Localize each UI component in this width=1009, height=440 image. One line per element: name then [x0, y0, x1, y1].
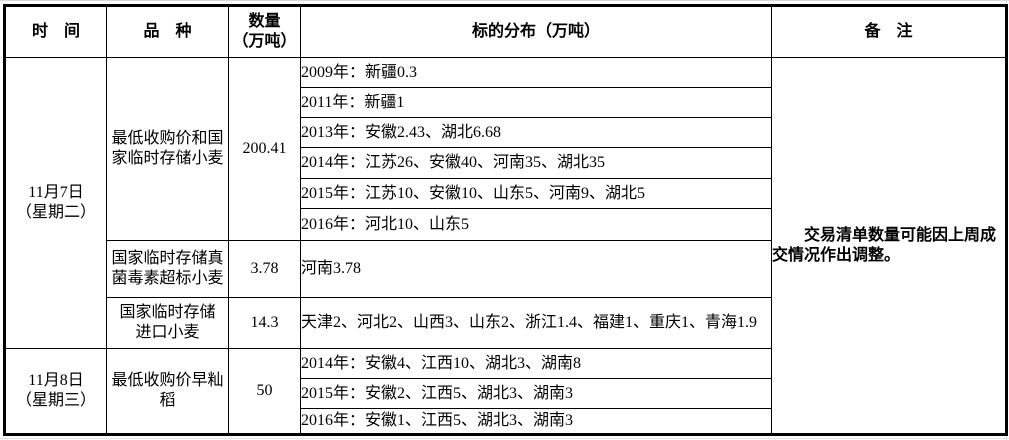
cell-distribution-imported-wheat: 天津2、河北2、山西3、山东2、浙江1.4、福建1、重庆1、青海1.9: [300, 297, 772, 349]
header-remark: 备 注: [771, 5, 1007, 58]
spreadsheet-gridline-top: [0, 0, 1009, 1]
cell-distribution-wheat-2011: 2011年：新疆1: [300, 87, 772, 118]
table-row: 2014年：江苏26、安徽40、河南35、湖北35: [5, 147, 1007, 179]
cell-distribution-wheat-2015: 2015年：江苏10、安徽10、山东5、河南9、湖北5: [300, 178, 772, 209]
cell-quantity-toxin-wheat: 3.78: [228, 240, 301, 298]
table-row: 国家临时存储 进口小麦 14.3 天津2、河北2、山西3、山东2、浙江1.4、福…: [5, 297, 1007, 349]
table-row: 11月7日 （星期二） 最低收购价和国家临时存储小麦 200.41 2009年：…: [4, 57, 1007, 435]
cell-quantity-minprice-wheat: 200.41: [228, 57, 301, 241]
header-distribution: 标的分布（万吨）: [300, 5, 772, 58]
table-row: 2011年：新疆1: [5, 87, 1007, 118]
cell-distribution-wheat-2016: 2016年：河北10、山东5: [300, 208, 772, 241]
header-time: 时 间: [4, 5, 107, 58]
cell-distribution-rice-2014: 2014年：安徽4、江西10、湖北3、湖南8: [300, 348, 772, 379]
cell-date-nov8: 11月8日 （星期三）: [4, 348, 107, 435]
header-quantity: 数量 （万吨）: [228, 5, 301, 58]
spreadsheet-gridline-bottom: [0, 438, 1009, 439]
table-row: 2016年：河北10、山东5: [5, 208, 1007, 241]
cell-variety-toxin-wheat: 国家临时存储真菌毒素超标小麦: [106, 240, 229, 298]
cell-quantity-imported-wheat: 14.3: [228, 297, 301, 349]
cell-date-nov7: 11月7日 （星期二）: [4, 57, 107, 349]
cell-distribution-wheat-2014: 2014年：江苏26、安徽40、河南35、湖北35: [300, 147, 772, 179]
cell-quantity-early-indica-rice: 50: [228, 348, 301, 435]
cell-distribution-rice-2016: 2016年：安徽1、江西5、湖北3、湖南3: [300, 408, 772, 435]
header-variety: 品 种: [106, 5, 229, 58]
table-row: 2016年：安徽1、江西5、湖北3、湖南3: [5, 408, 1007, 435]
cell-distribution-toxin-wheat: 河南3.78: [300, 240, 772, 298]
cell-distribution-wheat-2013: 2013年：安徽2.43、湖北6.68: [300, 117, 772, 148]
cell-variety-imported-wheat: 国家临时存储 进口小麦: [106, 297, 229, 349]
cell-remark-note: 交易清单数量可能因上周成交情况作出调整。: [771, 57, 1007, 435]
cell-distribution-rice-2015: 2015年：安徽2、江西5、湖北3、湖南3: [300, 378, 772, 409]
table-header-row: 时 间 品 种 数量 （万吨） 标的分布（万吨） 备 注: [4, 5, 1007, 58]
cell-distribution-wheat-2009: 2009年：新疆0.3: [300, 57, 772, 88]
table-row: 2015年：江苏10、安徽10、山东5、河南9、湖北5: [5, 178, 1007, 209]
cell-variety-minprice-wheat: 最低收购价和国家临时存储小麦: [106, 57, 229, 241]
cell-variety-early-indica-rice: 最低收购价早籼稻: [106, 348, 229, 435]
auction-schedule-table: 时 间 品 种 数量 （万吨） 标的分布（万吨） 备 注 11月7日 （星期二）…: [3, 4, 1008, 436]
table-row: 2013年：安徽2.43、湖北6.68: [5, 117, 1007, 148]
